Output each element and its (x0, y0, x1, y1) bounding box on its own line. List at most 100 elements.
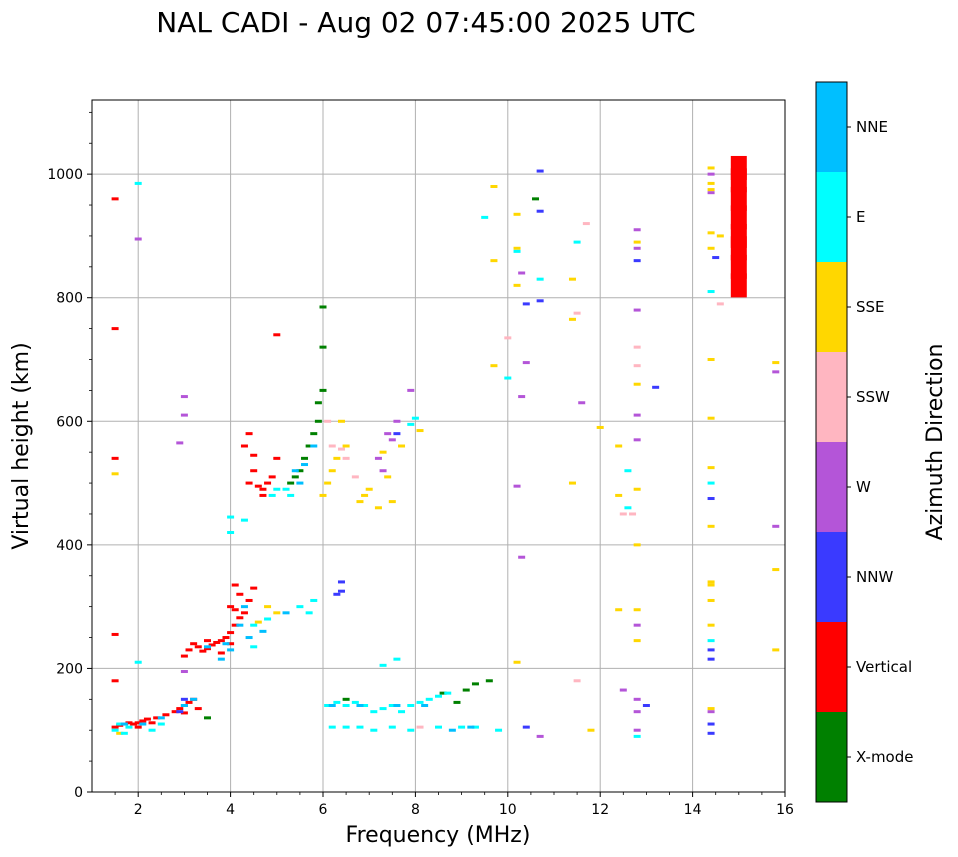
data-point-e (324, 704, 332, 707)
data-point-nne (245, 636, 253, 640)
data-point-sse (513, 660, 521, 664)
data-point-vertical (245, 598, 253, 602)
data-point-vertical (139, 719, 147, 723)
data-point-vertical (259, 487, 267, 491)
data-point-vertical (217, 639, 225, 643)
data-point-sse (707, 188, 715, 192)
data-point-x-mode (310, 432, 318, 436)
colorbar-tick-label: NNW (856, 568, 893, 586)
data-point-sse (568, 481, 576, 485)
data-point-e (273, 487, 281, 491)
data-point-e (268, 493, 276, 497)
data-point-nnw (536, 209, 544, 213)
colorbar-tick-label: Vertical (856, 658, 912, 676)
data-point-e (370, 710, 378, 714)
data-point-ssw (582, 222, 590, 226)
data-point-nnw (180, 697, 188, 701)
data-point-w (379, 469, 387, 473)
x-tick-label: 16 (776, 802, 794, 818)
y-tick-label: 400 (56, 538, 83, 554)
colorbar-tick-label: W (856, 478, 871, 496)
x-axis-label: Frequency (MHz) (346, 823, 531, 848)
data-point-e (573, 240, 581, 244)
colorbar-segment-nne (816, 82, 847, 172)
data-point-nne (227, 648, 235, 652)
data-point-vertical (208, 643, 216, 647)
data-point-w (407, 388, 415, 392)
data-point-x-mode (291, 475, 299, 479)
data-point-sse (633, 487, 641, 491)
data-point-vertical (240, 611, 248, 615)
data-point-e (425, 697, 433, 701)
data-point-nne (356, 704, 364, 707)
data-point-sse (587, 728, 595, 732)
data-point-w (633, 438, 641, 442)
data-point-vertical (162, 713, 170, 717)
data-point-w (707, 172, 715, 176)
data-point-sse (633, 382, 641, 386)
data-point-ssw (619, 512, 627, 516)
data-point-e (361, 704, 369, 707)
data-point-nnw (536, 169, 544, 173)
data-point-ssw (337, 447, 345, 451)
data-point-e (435, 694, 442, 698)
data-point-w (388, 438, 396, 442)
data-point-e (125, 725, 133, 729)
colorbar-tick-label: SSW (856, 388, 890, 406)
data-point-e (157, 722, 165, 726)
data-point-w (518, 271, 526, 275)
data-point-nne (222, 642, 230, 646)
data-point-vertical (231, 623, 239, 627)
colorbar-tick-label: NNE (856, 118, 888, 136)
data-point-x-mode (485, 679, 493, 683)
data-point-sse (111, 472, 119, 476)
data-point-vertical (730, 205, 747, 230)
data-point-nne (120, 722, 128, 726)
data-point-e (351, 700, 359, 704)
data-point-e (481, 215, 489, 219)
data-point-w (578, 401, 586, 405)
data-point-vertical (204, 639, 211, 643)
data-point-e (305, 611, 313, 615)
data-point-x-mode (319, 305, 327, 309)
data-point-w (707, 191, 715, 195)
data-point-e (388, 704, 396, 707)
data-point-e (495, 728, 503, 732)
data-point-vertical (143, 717, 151, 721)
data-point-w (180, 670, 188, 674)
data-point-e (393, 657, 401, 661)
y-tick-label: 200 (56, 661, 83, 677)
x-tick-label: 8 (411, 802, 420, 818)
data-point-sse (490, 259, 498, 263)
data-point-vertical (213, 640, 221, 644)
data-point-nne (421, 704, 429, 707)
y-tick-label: 800 (56, 291, 83, 307)
data-point-sse (707, 416, 715, 420)
data-point-w (772, 524, 780, 528)
colorbar-segment-vertical (816, 622, 847, 712)
data-point-sse (772, 648, 780, 652)
data-point-sse (254, 620, 262, 624)
colorbar-tick-label: X-mode (856, 748, 913, 766)
data-point-e (624, 506, 632, 510)
data-point-vertical (264, 481, 272, 485)
colorbar-segment-w (816, 442, 847, 532)
data-point-e (407, 704, 415, 707)
data-point-nne (259, 629, 267, 633)
x-tick-label: 12 (591, 802, 609, 818)
data-point-w (633, 246, 641, 250)
data-point-sse (333, 456, 341, 460)
data-point-sse (490, 364, 498, 368)
data-point-vertical (231, 583, 239, 587)
y-tick-label: 600 (56, 414, 83, 430)
data-point-e (407, 728, 415, 732)
data-point-nne (328, 704, 336, 707)
data-point-nne (282, 611, 290, 615)
data-point-w (134, 237, 142, 241)
data-point-vertical (111, 456, 119, 460)
data-point-sse (633, 240, 641, 244)
data-point-vertical (227, 642, 235, 646)
data-point-ssw (716, 302, 724, 306)
data-point-vertical (134, 725, 142, 729)
